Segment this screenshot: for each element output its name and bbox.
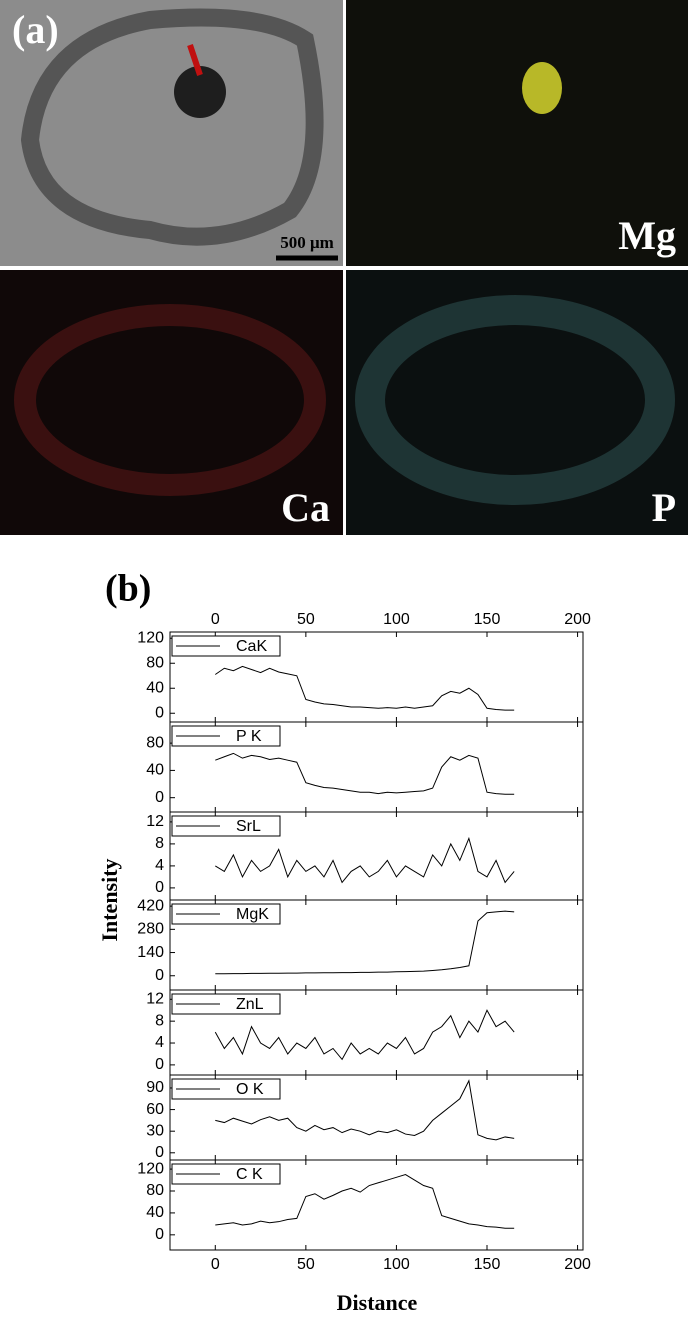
legend-box: [171, 993, 281, 1015]
y-tick-label: 120: [137, 629, 164, 646]
x-axis-label: Distance: [337, 1290, 418, 1315]
y-tick-label: 140: [137, 944, 164, 961]
y-tick-label: 0: [155, 1226, 164, 1243]
panel-label: (b): [105, 568, 151, 610]
legend-box: [171, 1078, 281, 1100]
x-tick-label: 50: [297, 1256, 315, 1273]
y-tick-label: 0: [155, 704, 164, 721]
plot-frame: [169, 1159, 584, 1251]
panel-a: 500 μm (a) Mg Ca P: [0, 0, 688, 535]
x-tick-label: 0: [211, 1256, 220, 1273]
x-tick-label: 50: [297, 611, 315, 628]
y-axis-label: Intensity: [97, 858, 122, 941]
legend-box: [171, 815, 281, 837]
legend-label: SrL: [236, 818, 261, 835]
legend-label: ZnL: [236, 996, 264, 1013]
x-tick-label: 150: [474, 611, 501, 628]
y-tick-label: 40: [146, 762, 164, 779]
legend-label: O K: [236, 1081, 264, 1098]
x-tick-label: 100: [383, 611, 410, 628]
series-line: [215, 836, 515, 884]
y-tick-label: 30: [146, 1122, 164, 1139]
y-tick-label: 60: [146, 1101, 164, 1118]
legend-box: [171, 725, 281, 747]
x-tick-label: 200: [564, 611, 591, 628]
legend-label: MgK: [236, 906, 269, 923]
series-line: [215, 1174, 515, 1229]
sem-hole: [174, 66, 226, 118]
panel-label: (a): [12, 7, 59, 52]
y-tick-label: 40: [146, 679, 164, 696]
series-line: [215, 910, 515, 975]
map-label: P: [652, 485, 676, 530]
y-tick-label: 90: [146, 1079, 164, 1096]
y-tick-label: 80: [146, 1182, 164, 1199]
map-label: Ca: [281, 485, 330, 530]
y-tick-label: 80: [146, 654, 164, 671]
mg-map: [346, 0, 688, 266]
y-tick-label: 8: [155, 835, 164, 852]
legend-label: P K: [236, 728, 262, 745]
x-tick-label: 0: [211, 611, 220, 628]
y-tick-label: 0: [155, 1056, 164, 1073]
scale-label: 500 μm: [280, 233, 334, 252]
series-line: [215, 752, 515, 795]
sem-ring: [20, 8, 324, 246]
legend-box: [171, 903, 281, 925]
y-tick-label: 0: [155, 1144, 164, 1161]
y-tick-label: 12: [146, 813, 164, 830]
y-tick-label: 40: [146, 1204, 164, 1221]
legend-label: C K: [236, 1166, 263, 1183]
scan-line: [187, 44, 203, 76]
map-label: Mg: [618, 213, 676, 258]
y-tick-label: 12: [146, 991, 164, 1008]
y-tick-label: 4: [155, 857, 164, 874]
y-tick-label: 0: [155, 789, 164, 806]
y-tick-label: 280: [137, 921, 164, 938]
y-tick-label: 80: [146, 734, 164, 751]
series-line: [215, 1079, 515, 1141]
y-tick-label: 120: [137, 1160, 164, 1177]
legend-box: [171, 1163, 281, 1185]
series-line: [215, 665, 515, 711]
p-ring: [355, 295, 675, 505]
y-tick-label: 4: [155, 1034, 164, 1051]
y-tick-label: 0: [155, 967, 164, 984]
x-tick-label: 200: [564, 1256, 591, 1273]
series-line: [214, 1009, 515, 1061]
ca-ring: [14, 304, 326, 496]
legend-box: [171, 635, 281, 657]
legend-label: CaK: [236, 638, 267, 655]
x-tick-label: 150: [474, 1256, 501, 1273]
mg-blob: [522, 62, 562, 114]
y-tick-label: 420: [137, 897, 164, 914]
x-tick-label: 100: [383, 1256, 410, 1273]
y-tick-label: 8: [155, 1012, 164, 1029]
y-tick-label: 0: [155, 879, 164, 896]
